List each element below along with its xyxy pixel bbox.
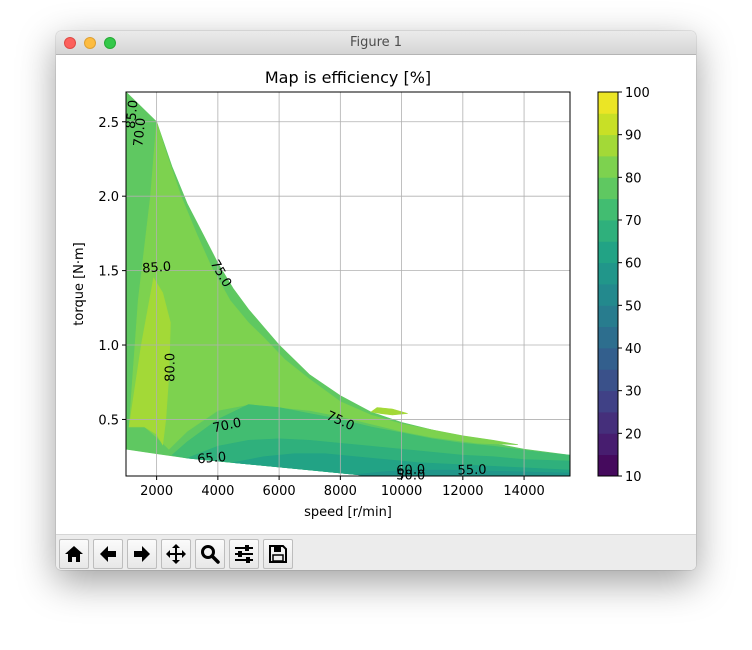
colorbar-band <box>598 305 618 328</box>
colorbar-band <box>598 262 618 285</box>
contour-label: 80.0 <box>163 353 178 382</box>
colorbar-tick-label: 90 <box>625 129 642 144</box>
contour-band-85 <box>128 277 171 446</box>
magnifier-icon <box>201 545 220 564</box>
close-window-button[interactable] <box>64 37 76 49</box>
save-button[interactable] <box>263 539 293 569</box>
colorbar-band <box>598 369 618 392</box>
window-title: Figure 1 <box>349 35 403 50</box>
contour-label: 70.0 <box>131 117 149 147</box>
x-tick-label: 14000 <box>503 484 544 499</box>
contour-band-80 <box>128 121 518 450</box>
y-tick-label: 2.0 <box>98 190 119 205</box>
contour-label: 70.0 <box>211 416 242 437</box>
colorbar-tick-label: 50 <box>625 299 642 314</box>
y-axis: 0.5 1.0 1.5 2.0 2.5 <box>98 116 126 428</box>
colorbar-band <box>598 156 618 178</box>
y-tick-label: 2.5 <box>98 116 119 131</box>
colorbar-tick-label: 10 <box>625 470 642 485</box>
contour-label: 65.0 <box>197 450 227 467</box>
colorbar-tick-label: 80 <box>625 171 642 186</box>
floppy-disk-icon <box>269 545 287 563</box>
arrow-left-icon <box>100 546 116 562</box>
zoom-window-button[interactable] <box>104 37 116 49</box>
x-axis-label: speed [r/min] <box>304 505 392 520</box>
colorbar-band <box>598 198 618 221</box>
arrow-right-icon <box>134 546 150 562</box>
colorbar-band <box>598 326 618 349</box>
colorbar-band <box>598 454 618 477</box>
colorbar-band <box>598 241 618 264</box>
colorbar-tick-label: 100 <box>625 86 650 101</box>
colorbar-tick-label: 20 <box>625 427 642 442</box>
colorbar-band <box>598 348 618 370</box>
colorbar-band <box>598 390 618 413</box>
colorbar-frame <box>597 91 619 477</box>
y-tick-label: 0.5 <box>98 413 119 428</box>
contour-labels: 85.070.085.0 75.080.070.0 75.065.060.050.0… <box>124 99 487 483</box>
x-tick-label: 12000 <box>442 484 483 499</box>
sliders-icon <box>235 545 253 563</box>
pan-button[interactable] <box>161 539 191 569</box>
zoom-button[interactable] <box>195 539 225 569</box>
colorbar-tick-label: 70 <box>625 214 642 229</box>
y-tick-label: 1.0 <box>98 339 119 354</box>
x-tick-label: 8000 <box>324 484 357 499</box>
colorbar-band <box>598 177 618 200</box>
x-tick-label: 6000 <box>263 484 296 499</box>
colorbar-band <box>598 113 618 136</box>
x-tick-label: 2000 <box>140 484 173 499</box>
contour-label: 85.0 <box>142 260 172 277</box>
x-tick-label: 10000 <box>381 484 422 499</box>
contour-band-85 <box>370 407 408 416</box>
forward-button[interactable] <box>127 539 157 569</box>
colorbar-band <box>598 220 618 242</box>
title-bar: Figure 1 <box>56 31 696 55</box>
x-axis: 2000 4000 6000 8000 10000 12000 14000 <box>140 476 545 499</box>
y-tick-label: 1.5 <box>98 265 119 280</box>
grid-lines <box>126 92 570 476</box>
colorbar: 10 20 30 40 50 60 70 80 90 100 <box>597 86 650 485</box>
x-tick-label: 4000 <box>201 484 234 499</box>
colorbar-band <box>598 433 618 456</box>
home-icon <box>65 546 83 562</box>
contour-label: 85.0 <box>124 99 142 129</box>
chart-title: Map is efficiency [%] <box>265 68 431 87</box>
back-button[interactable] <box>93 539 123 569</box>
home-button[interactable] <box>59 539 89 569</box>
colorbar-tick-label: 30 <box>625 385 642 400</box>
colorbar-band <box>598 284 618 306</box>
figure-canvas[interactable]: 85.070.085.0 75.080.070.0 75.065.060.050.0… <box>56 55 696 534</box>
figure-window: Figure 1 85.0 70.0 85.0 75.0 80.0 70.0 75.0 65.… <box>56 31 696 570</box>
contour-label: 60.0 <box>396 462 426 478</box>
colorbar-tick-label: 60 <box>625 257 642 272</box>
configure-subplots-button[interactable] <box>229 539 259 569</box>
contour-label: 55.0 <box>457 463 486 479</box>
navigation-toolbar <box>56 534 696 570</box>
colorbar-tick-label: 40 <box>625 342 642 357</box>
minimize-window-button[interactable] <box>84 37 96 49</box>
move-icon <box>166 544 186 564</box>
colorbar-band <box>598 134 618 157</box>
y-axis-label: torque [N·m] <box>72 242 87 325</box>
colorbar-band <box>598 412 618 434</box>
axes-frame <box>125 91 571 477</box>
colorbar-band <box>598 92 618 114</box>
